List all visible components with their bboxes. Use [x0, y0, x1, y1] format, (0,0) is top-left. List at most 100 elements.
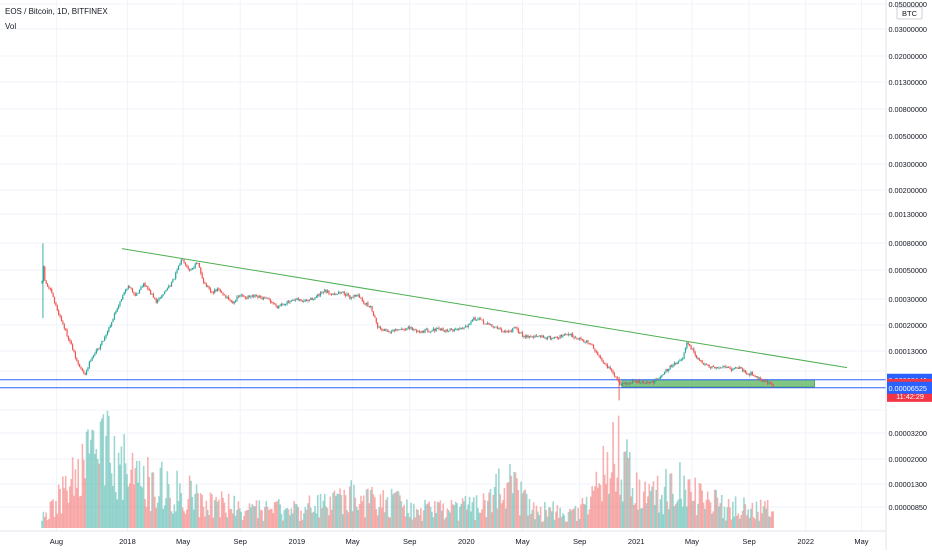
- candle-body: [372, 311, 375, 316]
- candle-body: [342, 291, 344, 293]
- candle-body: [733, 368, 735, 370]
- volume-bar: [491, 512, 493, 528]
- candle-body: [136, 293, 138, 296]
- candle-body: [395, 329, 397, 331]
- candle-body: [673, 362, 675, 365]
- candle-body: [736, 367, 738, 369]
- volume-bar: [495, 473, 497, 528]
- candle-body: [169, 285, 171, 287]
- volume-bar: [445, 517, 447, 528]
- volume-bar: [126, 474, 128, 528]
- volume-bar: [321, 508, 323, 528]
- volume-bar: [694, 477, 697, 528]
- volume-bar: [140, 485, 142, 528]
- volume-bar: [43, 516, 46, 528]
- time-tick-label: Sep: [234, 537, 247, 546]
- candle-body: [138, 290, 141, 293]
- volume-bar: [435, 512, 437, 528]
- volume-bar: [170, 511, 173, 528]
- volume-bar: [627, 457, 630, 528]
- price-tick-label: 0.00001300: [888, 480, 927, 489]
- candle-body: [67, 336, 70, 340]
- volume-bar: [360, 495, 362, 528]
- volume-bar: [63, 488, 66, 528]
- volume-bar: [489, 488, 492, 528]
- volume-bar: [690, 491, 692, 528]
- candle-body: [418, 331, 421, 333]
- volume-bar: [50, 500, 53, 528]
- volume-bar: [523, 490, 525, 528]
- volume-bar: [687, 479, 690, 528]
- volume-bar: [463, 501, 465, 528]
- volume-bar: [286, 508, 288, 528]
- volume-bar: [751, 502, 754, 528]
- candle-body: [650, 381, 652, 384]
- candle-body: [761, 380, 763, 382]
- candle-body: [576, 337, 578, 339]
- candle-body: [513, 327, 515, 329]
- candle-body: [137, 292, 139, 294]
- horizontal-lines[interactable]: [0, 379, 886, 389]
- volume-bar: [709, 502, 712, 528]
- line-price-marker: [887, 381, 932, 394]
- volume-bar: [726, 507, 729, 528]
- volume-bar: [388, 516, 390, 528]
- candle-body: [474, 317, 476, 321]
- price-markers: 0.000081460.0000707111:42:290.00006525: [887, 373, 932, 402]
- candle-body: [163, 291, 166, 295]
- volume-bar: [484, 500, 486, 528]
- volume-bar: [279, 504, 281, 528]
- volume-bar: [630, 496, 632, 528]
- volume-bar: [222, 497, 224, 528]
- volume-bar: [229, 508, 231, 528]
- candle-body: [375, 317, 377, 323]
- candle-body: [705, 364, 707, 366]
- volume-bar: [188, 475, 191, 528]
- volume-bar: [449, 512, 451, 528]
- time-tick-label: May: [685, 537, 699, 546]
- volume-bar: [283, 510, 286, 528]
- volume-bar: [173, 504, 176, 528]
- candle-body: [328, 290, 330, 294]
- volume-bar: [478, 512, 481, 528]
- candle-body: [306, 299, 308, 302]
- volume-bar: [128, 483, 131, 528]
- time-tick-label: May: [346, 537, 360, 546]
- candle-body: [397, 329, 400, 331]
- candle-body: [243, 295, 245, 297]
- support-zone-layer[interactable]: [621, 379, 815, 388]
- volume-bar: [186, 509, 188, 528]
- candle-body: [326, 290, 329, 293]
- candle-body: [104, 337, 106, 341]
- candle-body: [424, 329, 426, 333]
- candle-body: [207, 286, 209, 288]
- candle-body: [471, 319, 473, 322]
- candle-body: [340, 292, 343, 294]
- candle-body: [606, 364, 609, 369]
- candle-body: [771, 382, 773, 385]
- volume-bar: [438, 502, 440, 528]
- volume-bar: [730, 519, 733, 528]
- volume-bar: [631, 488, 634, 528]
- candle-body: [696, 355, 698, 359]
- volume-bar: [84, 478, 86, 528]
- volume-bar: [319, 493, 322, 528]
- volume-bars: [41, 410, 775, 528]
- price-axis[interactable]: BTC 0.05000000 0.03000000 0.02000000 0.0130…: [885, 0, 932, 550]
- volume-bar: [152, 472, 155, 528]
- candle-body: [74, 351, 77, 358]
- volume-bar: [569, 508, 571, 528]
- support-zone[interactable]: [621, 379, 815, 388]
- volume-bar: [45, 512, 47, 528]
- volume-bar: [470, 511, 472, 528]
- candle-body: [58, 310, 60, 315]
- trendline-layer[interactable]: [121, 248, 848, 369]
- trendline[interactable]: [121, 248, 848, 369]
- candle-body: [739, 367, 741, 369]
- time-axis[interactable]: Aug 2018 May Sep 2019 May Sep 2020 May Sep 2021 May…: [0, 530, 886, 546]
- volume-bar: [647, 496, 649, 528]
- volume-bar: [318, 517, 320, 528]
- candle-body: [709, 367, 712, 368]
